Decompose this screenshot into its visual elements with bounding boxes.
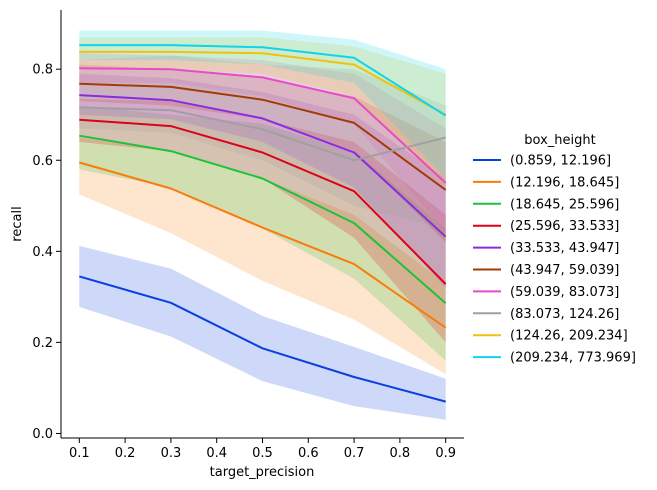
- series-lines: [79, 44, 447, 403]
- series-line-5: [79, 82, 447, 191]
- y-tick-label: 0.8: [32, 63, 53, 78]
- legend-entry-7: (83.073, 124.26]: [510, 307, 619, 322]
- series-line-9: [79, 44, 447, 117]
- series-line-1: [79, 161, 447, 329]
- x-tick-label: 0.8: [390, 446, 411, 461]
- series-line-6: [79, 67, 447, 184]
- legend-entry-1: (12.196, 18.645]: [510, 175, 619, 190]
- confidence-band-2: [79, 105, 446, 361]
- legend-entry-0: (0.859, 12.196]: [510, 154, 611, 169]
- series-line-3: [79, 118, 447, 285]
- confidence-band-5: [79, 64, 446, 243]
- x-tick-label: 0.2: [115, 446, 136, 461]
- legend-entry-2: (18.645, 25.596]: [510, 197, 619, 212]
- y-tick-label: 0.0: [32, 427, 53, 442]
- x-tick-label: 0.7: [344, 446, 365, 461]
- series-line-8: [79, 50, 447, 116]
- series-line-0: [79, 275, 446, 403]
- x-tick-label: 0.4: [206, 446, 227, 461]
- x-tick-label: 0.1: [69, 446, 90, 461]
- y-tick-label: 0.4: [32, 245, 53, 260]
- legend-entry-8: (124.26, 209.234]: [510, 329, 628, 344]
- confidence-band-8: [79, 37, 446, 188]
- confidence-band-4: [79, 73, 446, 288]
- y-tick-label: 0.6: [32, 154, 53, 169]
- legend-title: box_height: [524, 133, 595, 148]
- x-tick-label: 0.6: [298, 446, 319, 461]
- legend-entry-6: (59.039, 83.073]: [510, 285, 619, 300]
- series-line-4: [79, 94, 447, 238]
- series-line-2: [79, 134, 447, 304]
- x-axis-label: target_precision: [210, 465, 315, 480]
- x-tick-label: 0.9: [435, 446, 456, 461]
- series-line-7: [79, 106, 446, 162]
- x-tick-label: 0.5: [252, 446, 273, 461]
- y-ticks: 0.0 0.2 0.4 0.6 0.8: [32, 63, 61, 442]
- y-axis-label: recall: [10, 206, 25, 241]
- legend-entry-9: (209.234, 773.969]: [510, 351, 636, 366]
- y-tick-label: 0.2: [32, 336, 53, 351]
- x-ticks: 0.1 0.2 0.3 0.4 0.5 0.6 0.7 0.8 0.9: [69, 438, 456, 461]
- x-tick-label: 0.3: [161, 446, 182, 461]
- confidence-band-1: [79, 137, 446, 375]
- legend-entry-3: (25.596, 33.533]: [510, 219, 619, 234]
- legend-entry-5: (43.947, 59.039]: [510, 263, 619, 278]
- confidence-band-9: [79, 30, 446, 179]
- legend: box_height (0.859, 12.196] (12.196, 18.64…: [473, 133, 636, 366]
- legend-entry-4: (33.533, 43.947]: [510, 241, 619, 256]
- confidence-bands: [79, 30, 446, 420]
